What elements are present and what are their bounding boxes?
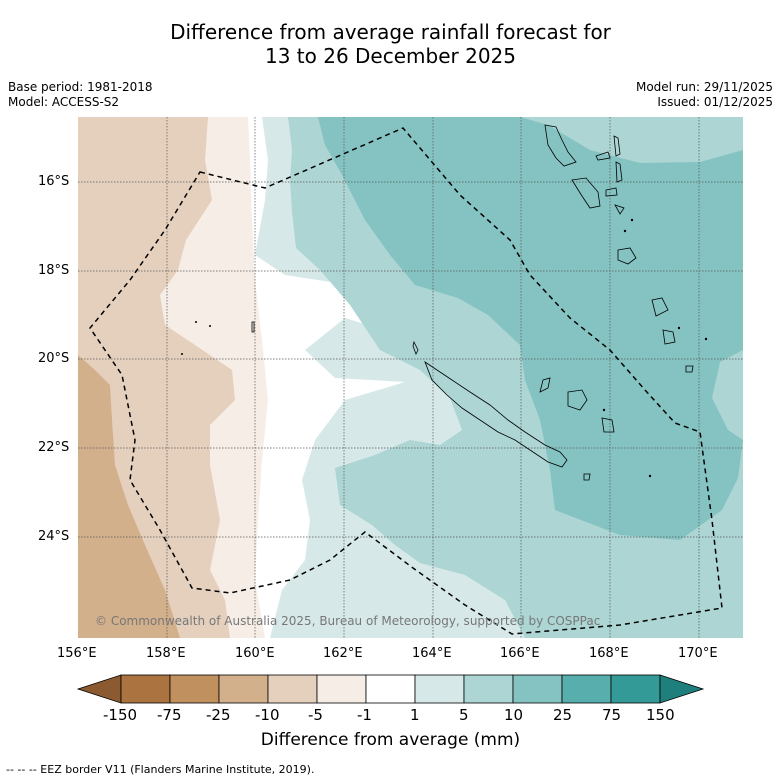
small-islet <box>648 474 652 478</box>
band-wet-ne <box>520 117 743 163</box>
colorbar-segment <box>169 674 220 704</box>
map-title: Difference from average rainfall forecas… <box>0 20 781 68</box>
band-wet-strong <box>318 117 743 540</box>
ouvea-island <box>539 377 551 393</box>
mare-island <box>601 417 615 433</box>
title-line-2: 13 to 26 December 2025 <box>264 44 516 68</box>
colorbar-label: 5 <box>459 706 469 724</box>
issued-date: Issued: 01/12/2025 <box>657 95 773 109</box>
lon-label-162e: 162°E <box>323 646 363 661</box>
malekula-island <box>571 177 601 209</box>
lon-label-160e: 160°E <box>235 646 275 661</box>
small-islet <box>181 353 183 355</box>
colorbar-label: -150 <box>103 706 138 724</box>
model-run: Model run: 29/11/2025 <box>635 80 773 94</box>
colorbar-segment <box>218 674 269 704</box>
meta-left: Base period: 1981-2018 Model: ACCESS-S2 <box>8 80 153 110</box>
title-line-1: Difference from average rainfall forecas… <box>170 20 611 44</box>
lifou-island <box>567 389 588 411</box>
colorbar-segment <box>316 674 367 704</box>
small-islet <box>630 218 634 222</box>
colorbar-extend-high <box>659 674 705 704</box>
band-dry-strong <box>78 355 180 638</box>
small-islet <box>602 408 606 412</box>
lon-label-164e: 164°E <box>412 646 452 661</box>
colorbar-segment <box>610 674 661 704</box>
colorbar-label: 25 <box>553 706 573 724</box>
colorbar-label: -10 <box>255 706 280 724</box>
base-period: Base period: 1981-2018 <box>8 80 153 94</box>
colorbar-segment <box>561 674 612 704</box>
ambrym-island <box>605 187 618 197</box>
small-islet <box>704 337 708 341</box>
lon-label-156e: 156°E <box>57 646 97 661</box>
eez-border <box>89 127 723 635</box>
lon-label-158e: 158°E <box>146 646 186 661</box>
ambae-island <box>595 151 611 161</box>
epi-island <box>614 204 625 215</box>
maewo-island <box>613 135 621 157</box>
colorbar-segment <box>463 674 514 704</box>
efate-island <box>617 247 637 265</box>
lat-label-18s: 18°S <box>38 263 70 278</box>
lat-label-20s: 20°S <box>38 351 70 366</box>
new-caledonia-island <box>424 360 568 468</box>
lat-label-22s: 22°S <box>38 440 70 455</box>
colorbar-label: 10 <box>504 706 524 724</box>
colorbar-segment <box>267 674 318 704</box>
belep-islet <box>412 340 419 355</box>
colorbar-extend-low <box>76 674 122 704</box>
colorbar-segment <box>365 674 416 704</box>
eez-footnote: -- -- -- EEZ border V11 (Flanders Marine… <box>6 763 315 776</box>
meta-right: Model run: 29/11/2025 Issued: 01/12/2025 <box>636 80 773 110</box>
model-name: Model: ACCESS-S2 <box>8 95 120 109</box>
band-wet-east <box>712 350 743 440</box>
colorbar-segment <box>120 674 171 704</box>
colorbar-label: 150 <box>646 706 675 724</box>
colorbar-label: -5 <box>308 706 323 724</box>
small-islet <box>195 321 197 323</box>
tanna-island <box>662 329 676 345</box>
pentecost-island <box>615 161 623 183</box>
colorbar <box>76 674 705 704</box>
small-islet <box>623 229 627 233</box>
colorbar-label: 1 <box>410 706 420 724</box>
lon-label-166e: 166°E <box>500 646 540 661</box>
colorbar-segment <box>512 674 563 704</box>
erromango-island <box>651 297 669 317</box>
colorbar-segment <box>414 674 465 704</box>
map-body <box>78 117 743 638</box>
chesterfield-islet <box>251 321 255 333</box>
colorbar-label: -25 <box>206 706 231 724</box>
isle-of-pines <box>583 473 591 481</box>
colorbar-label: 75 <box>602 706 622 724</box>
lat-label-16s: 16°S <box>38 174 70 189</box>
small-islet <box>209 325 211 327</box>
colorbar-title: Difference from average (mm) <box>260 730 521 750</box>
espiritu-santo-island <box>544 124 577 167</box>
aneityum-island <box>685 365 694 373</box>
colorbar-label: -1 <box>357 706 372 724</box>
copyright-notice: © Commonwealth of Australia 2025, Bureau… <box>95 614 601 628</box>
colorbar-label: -75 <box>157 706 182 724</box>
lon-label-168e: 168°E <box>589 646 629 661</box>
small-islet <box>677 326 681 330</box>
lon-label-170e: 170°E <box>678 646 718 661</box>
lat-label-24s: 24°S <box>38 529 70 544</box>
